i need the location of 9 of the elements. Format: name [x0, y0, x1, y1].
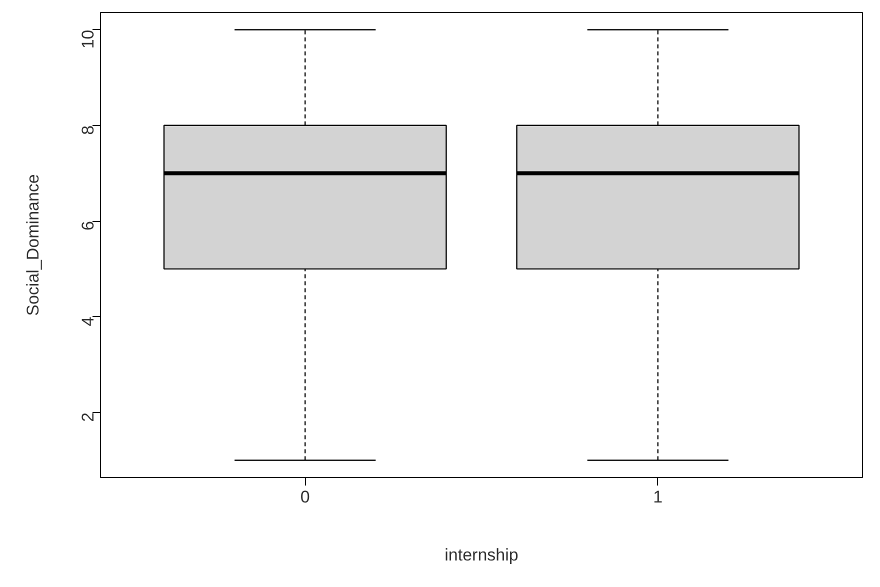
y-tick-label: 8 [78, 125, 98, 135]
x-tick-label: 0 [300, 488, 310, 506]
y-axis-title: Social_Dominance [24, 174, 42, 316]
x-tick-label: 1 [653, 488, 663, 506]
y-tick-label: 6 [78, 221, 98, 231]
y-tick-label: 2 [78, 412, 98, 422]
y-tick-label: 4 [78, 316, 98, 326]
y-tick-label: 10 [78, 30, 98, 49]
x-axis-title: internship [444, 546, 518, 564]
